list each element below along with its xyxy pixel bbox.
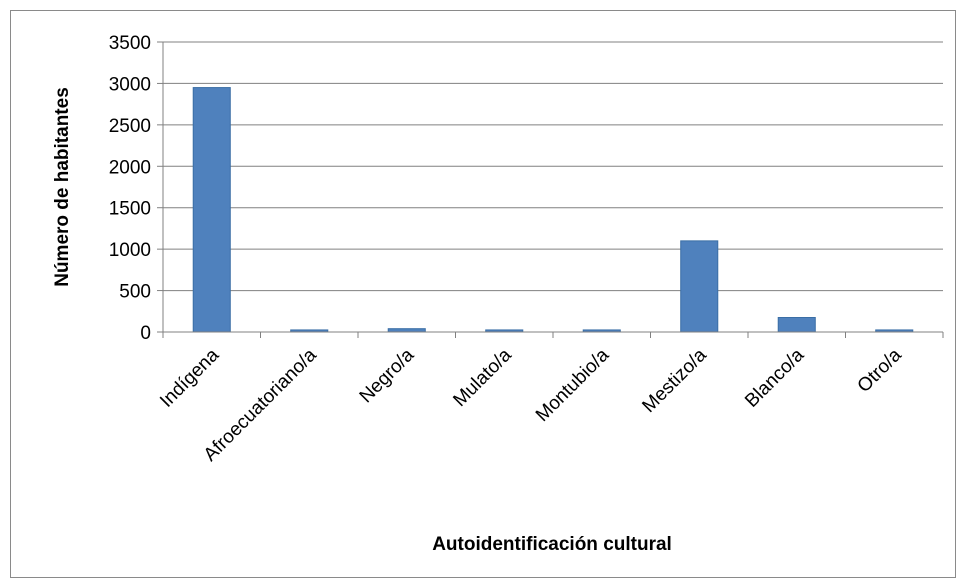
gridlines (163, 41, 943, 292)
x-tick-label: Negro/a (356, 344, 419, 407)
bar (777, 317, 816, 333)
x-axis-title: Autoidentificación cultural (432, 534, 672, 555)
axes (157, 41, 944, 338)
bars (192, 87, 914, 333)
y-tick-label: 3000 (109, 74, 151, 95)
y-tick-label: 500 (119, 282, 151, 303)
y-tick-label: 2500 (109, 116, 151, 137)
chart-frame (10, 10, 956, 578)
y-tick-label: 0 (140, 323, 151, 344)
y-tick-label: 1000 (109, 240, 151, 261)
bar (192, 87, 231, 333)
y-tick-label: 2000 (109, 157, 151, 178)
x-tick-label: Montubio/a (532, 344, 614, 426)
x-tick-label: Mulato/a (449, 344, 516, 411)
x-tick-label: Mestizo/a (638, 344, 711, 417)
x-tick-label: Indígena (156, 344, 223, 411)
y-axis-title: Número de habitantes (52, 87, 73, 287)
x-tick-label: Otro/a (854, 344, 906, 396)
y-tick-label: 3500 (109, 33, 151, 54)
y-tick-label: 1500 (109, 199, 151, 220)
bar (680, 240, 719, 333)
x-tick-label: Blanco/a (741, 344, 808, 411)
